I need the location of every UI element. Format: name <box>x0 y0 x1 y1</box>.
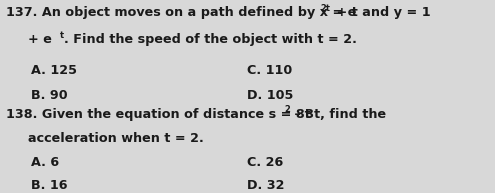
Text: D. 32: D. 32 <box>248 179 285 192</box>
Text: acceleration when t = 2.: acceleration when t = 2. <box>28 132 204 145</box>
Text: D. 105: D. 105 <box>248 89 294 102</box>
Text: t: t <box>59 31 63 40</box>
Text: B. 16: B. 16 <box>31 179 67 192</box>
Text: C. 110: C. 110 <box>248 64 293 77</box>
Text: + e: + e <box>28 33 52 46</box>
Text: 138. Given the equation of distance s = 8t: 138. Given the equation of distance s = … <box>6 108 311 121</box>
Text: + t and y = 1: + t and y = 1 <box>332 6 431 19</box>
Text: – 3t, find the: – 3t, find the <box>290 108 386 121</box>
Text: . Find the speed of the object with t = 2.: . Find the speed of the object with t = … <box>64 33 357 46</box>
Text: B. 90: B. 90 <box>31 89 67 102</box>
Text: A. 125: A. 125 <box>31 64 77 77</box>
Text: 2t: 2t <box>320 4 330 13</box>
Text: A. 6: A. 6 <box>31 156 59 169</box>
Text: 2: 2 <box>284 105 290 114</box>
Text: C. 26: C. 26 <box>248 156 284 169</box>
Text: 137. An object moves on a path defined by x = e: 137. An object moves on a path defined b… <box>6 6 357 19</box>
